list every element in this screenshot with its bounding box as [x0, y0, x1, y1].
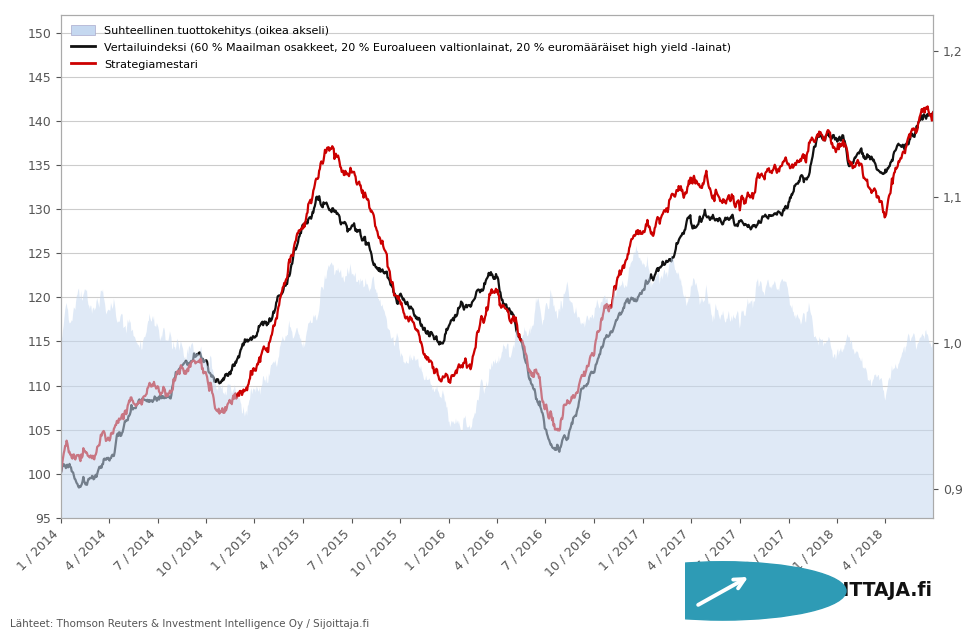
Circle shape — [599, 562, 845, 620]
Text: SIJOITTAJA.fi: SIJOITTAJA.fi — [799, 581, 932, 600]
Legend: Suhteellinen tuottokehitys (oikea akseli), Vertailuindeksi (60 % Maailman osakke: Suhteellinen tuottokehitys (oikea akseli… — [66, 21, 735, 74]
Text: Lähteet: Thomson Reuters & Investment Intelligence Oy / Sijoittaja.fi: Lähteet: Thomson Reuters & Investment In… — [10, 619, 368, 629]
